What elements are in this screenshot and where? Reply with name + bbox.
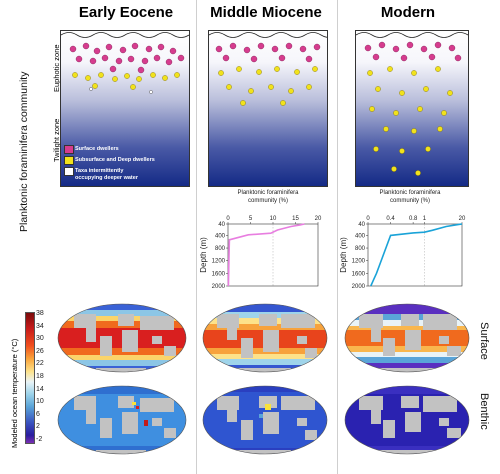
eocene-subsurface-dwellers [72, 72, 180, 90]
miocene-subsurface-dwellers [218, 66, 318, 106]
colorbar-tick-label: 10 [36, 398, 44, 406]
modern-plot-frame [367, 223, 463, 287]
modern-ytick-label: 40 [358, 222, 365, 228]
map-eocene-benthic [57, 385, 187, 455]
colorbar-tick-label: 2 [36, 423, 40, 431]
modern-ytick-label: 400 [355, 233, 366, 239]
miocene-ylabel: Depth (m) [199, 237, 208, 273]
water-column-early-eocene: Surface dwellers Subsurface and Deep dwe… [60, 30, 190, 187]
miocene-xtick-label: 10 [270, 216, 277, 222]
legend-surface-swatch [64, 145, 74, 154]
water-column-modern [355, 30, 469, 187]
map-miocene-benthic [202, 385, 328, 455]
colorbar-tick-label: 30 [36, 335, 44, 343]
eocene-foram-scatter [61, 32, 189, 94]
legend-subsurface-swatch [64, 156, 74, 165]
miocene-profile-chart: Planktonic foraminifera community (%) 0 5… [199, 190, 322, 290]
miocene-depth-profile: Planktonic foraminifera community (%) 0 5… [198, 186, 328, 292]
modern-surface-dwellers [364, 41, 462, 62]
miocene-xtick-label: 15 [292, 216, 299, 222]
colorbar-tick-label: 38 [36, 310, 44, 317]
modern-ytick-label: 1200 [352, 259, 366, 265]
map-eocene-surface [57, 303, 187, 373]
benthic-row-label: Benthic [478, 393, 490, 430]
miocene-ytick-label: 400 [215, 233, 226, 239]
miocene-ytick-label: 1600 [212, 271, 226, 277]
modern-ytick-label: 800 [355, 246, 366, 252]
colorbar-tick-label: 18 [36, 373, 44, 380]
temperature-colorbar [25, 312, 35, 444]
miocene-ytick-label: 40 [218, 222, 225, 228]
miocene-xtick-label: 0 [226, 216, 230, 222]
modern-profile-chart: Planktonic foraminifera community (%) 0 0… [339, 190, 466, 290]
surface-row-label: Surface [478, 322, 490, 360]
modern-xtick-label: 0 [366, 216, 370, 222]
map-modern-benthic [344, 385, 470, 455]
miocene-ytick-label: 1200 [212, 259, 226, 265]
colorbar-tick-label: 34 [36, 322, 44, 330]
miocene-surface-dwellers [215, 42, 321, 63]
modern-xlabel-line1: Planktonic foraminifera [379, 190, 441, 196]
modern-xtick-label: 1 [423, 216, 427, 222]
map-miocene-surface [202, 303, 328, 373]
colorbar-tick-label: -2 [36, 436, 43, 443]
map-modern-surface [344, 303, 470, 373]
modern-profile-line [370, 223, 463, 287]
community-label: Planktonic foraminifera community [18, 71, 30, 232]
colorbar-tick-label: 22 [36, 360, 44, 368]
miocene-ytick-label: 800 [215, 246, 226, 252]
eocene-surface-dwellers [69, 42, 185, 74]
modern-ytick-label: 1600 [352, 271, 366, 277]
colorbar-tick-label: 26 [36, 347, 44, 355]
colorbar-label: Modeled ocean temperature (°C) [10, 338, 19, 448]
modern-xlabel-line2: community (%) [390, 198, 430, 204]
water-column-middle-miocene [208, 30, 328, 187]
modern-xtick-label: 20 [459, 216, 466, 222]
column-title-modern: Modern [380, 4, 436, 21]
legend-surface-label: Surface dwellers [75, 146, 119, 152]
column-title-early-eocene: Early Eocene [78, 4, 174, 21]
eocene-intermittent-taxa [89, 87, 153, 94]
colorbar-tick-label: 14 [36, 385, 44, 393]
modern-depth-profile: Planktonic foraminifera community (%) 0 0… [338, 186, 470, 292]
miocene-xlabel-line2: community (%) [248, 198, 288, 204]
miocene-foram-scatter [209, 32, 327, 106]
modern-ytick-label: 2000 [352, 284, 366, 290]
column-title-middle-miocene: Middle Miocene [210, 4, 322, 21]
modern-xtick-label: 0.4 [386, 216, 395, 222]
modern-xtick-label: 0.8 [409, 216, 418, 222]
miocene-xtick-label: 20 [315, 216, 322, 222]
legend-taxa-label-1: Taxa intermittently [75, 168, 124, 174]
miocene-xlabel-line1: Planktonic foraminifera [237, 190, 299, 196]
miocene-xtick-label: 5 [249, 216, 253, 222]
miocene-ytick-label: 2000 [212, 284, 226, 290]
miocene-profile-line [227, 223, 305, 287]
modern-foram-scatter [356, 32, 468, 176]
modern-ylabel: Depth (m) [339, 237, 348, 273]
legend-taxa-label-2: occupying deeper water [75, 175, 138, 181]
legend-subsurface-label: Subsurface and Deep dwellers [75, 157, 155, 163]
legend-taxa-swatch [64, 167, 74, 176]
modern-subsurface-dwellers [367, 66, 453, 176]
colorbar-tick-label: 6 [36, 410, 40, 418]
